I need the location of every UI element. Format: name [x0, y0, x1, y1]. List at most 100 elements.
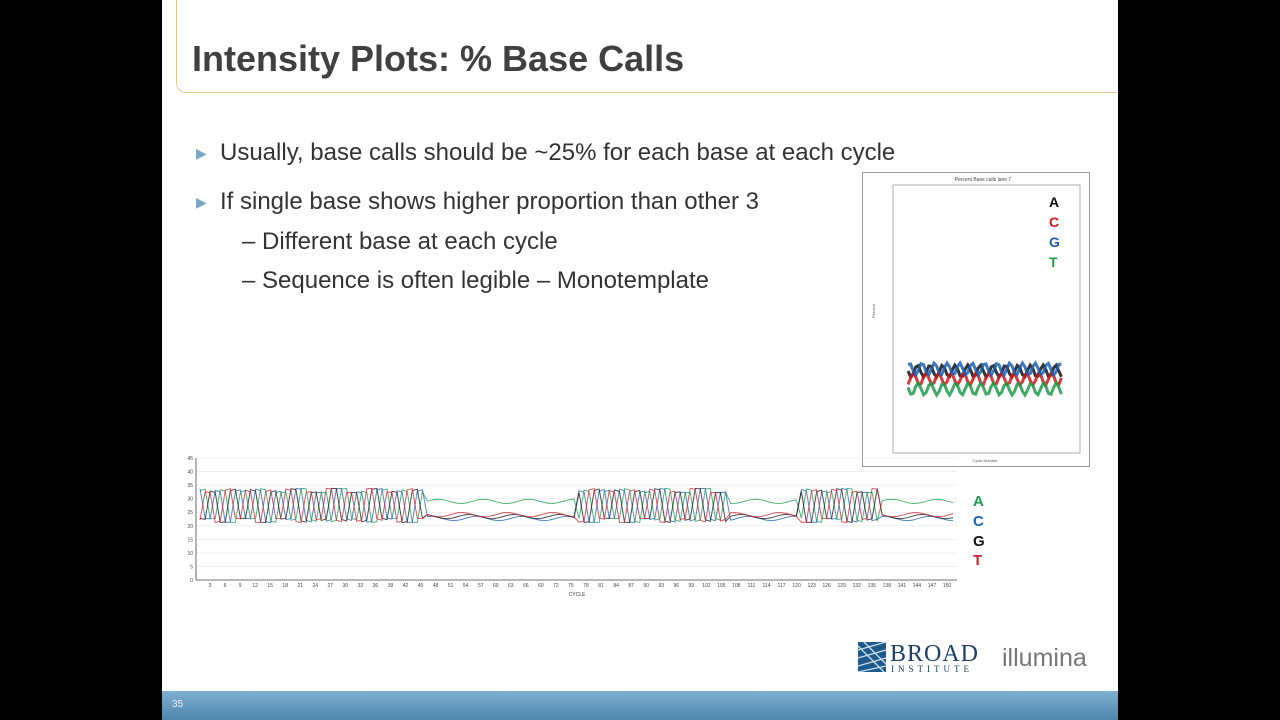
y-axis-ticks: 0 5 10 15 20 25 30 35 40 45: [187, 456, 193, 584]
x-tick-label: 105: [717, 583, 726, 589]
x-tick-label: 114: [763, 583, 771, 589]
x-tick-label: 18: [282, 583, 288, 589]
bullet-1-text: Usually, base calls should be ~25% for e…: [220, 139, 896, 166]
x-tick-label: 3: [209, 583, 212, 589]
y-tick-label: 45: [187, 456, 193, 462]
x-tick-label: 54: [463, 583, 469, 589]
x-tick-label: 66: [523, 583, 529, 589]
inset-plot-frame: [892, 184, 1081, 454]
broad-logo-subtext: INSTITUTE: [891, 664, 973, 674]
y-tick-label: 10: [187, 551, 193, 557]
x-tick-label: 126: [823, 583, 832, 589]
x-tick-label: 96: [673, 583, 679, 589]
x-tick-label: 30: [343, 583, 349, 589]
x-tick-label: 33: [358, 583, 364, 589]
x-tick-label: 123: [807, 583, 816, 589]
x-tick-label: 63: [508, 583, 514, 589]
series-line-t: [199, 487, 954, 524]
bottom-bar: 35: [162, 691, 1118, 720]
x-tick-label: 15: [267, 583, 273, 589]
chart-grid: [196, 457, 957, 581]
inset-series-line-c: [906, 370, 1063, 388]
inset-chart-svg: Percent Base calls lane 7 Percent Cycle …: [871, 177, 1081, 463]
x-tick-label: 21: [297, 583, 303, 589]
inset-chart: Percent Base calls lane 7 Percent Cycle …: [862, 172, 1090, 467]
inset-series-line-g: [907, 360, 1062, 378]
inset-legend-c: C: [1049, 214, 1059, 230]
x-tick-label: 102: [702, 583, 711, 589]
x-tick-label: 9: [239, 583, 242, 589]
chart-series: [199, 487, 954, 524]
x-tick-label: 87: [628, 583, 634, 589]
x-tick-label: 75: [568, 583, 574, 589]
bullet-arrow-icon: ▶: [196, 145, 207, 162]
x-tick-label: 42: [403, 583, 409, 589]
page-number: 35: [172, 699, 184, 710]
x-tick-label: 99: [689, 583, 695, 589]
x-tick-label: 132: [853, 583, 862, 589]
x-tick-label: 27: [328, 583, 334, 589]
x-tick-label: 135: [868, 583, 877, 589]
bullet-2: ▶ If single base shows higher proportion …: [196, 188, 759, 216]
inset-legend-a: A: [1049, 194, 1059, 210]
legend-g: G: [973, 533, 985, 550]
broad-logo-icon: [858, 642, 886, 672]
x-tick-label: 39: [388, 583, 394, 589]
x-tick-label: 90: [643, 583, 649, 589]
inset-legend-t: T: [1049, 254, 1058, 270]
legend-c: C: [973, 513, 984, 530]
bullet-arrow-icon: ▶: [196, 194, 207, 211]
x-axis-label: CYCLE: [569, 592, 586, 598]
x-tick-label: 93: [658, 583, 664, 589]
x-tick-label: 24: [313, 583, 319, 589]
sub-bullet-2: – Sequence is often legible – Monotempla…: [242, 267, 709, 294]
x-tick-label: 84: [613, 583, 619, 589]
x-tick-label: 144: [913, 583, 922, 589]
x-tick-label: 138: [883, 583, 892, 589]
slide: Intensity Plots: % Base Calls ▶ Usually, …: [162, 0, 1118, 720]
x-tick-label: 111: [748, 583, 756, 589]
y-tick-label: 35: [187, 483, 193, 489]
bullet-2-text: If single base shows higher proportion t…: [220, 188, 760, 215]
sub-bullet-1: – Different base at each cycle: [242, 228, 558, 255]
x-tick-label: 78: [583, 583, 589, 589]
legend-t: T: [973, 552, 983, 569]
inset-title: Percent Base calls lane 7: [955, 177, 1012, 183]
x-axis-ticks: 3 6 9 12 15 18 21 24 27 30 33 36 39 42 45 48 51 54 57 60 63 6…: [209, 583, 952, 589]
series-line-g: [199, 487, 954, 524]
legend-a: A: [973, 493, 984, 510]
x-tick-label: 117: [778, 583, 786, 589]
illumina-logo: illumina: [1002, 644, 1087, 672]
x-tick-label: 147: [928, 583, 937, 589]
y-tick-label: 5: [190, 564, 193, 570]
x-tick-label: 129: [838, 583, 847, 589]
x-tick-label: 51: [448, 583, 454, 589]
y-tick-label: 30: [187, 497, 193, 503]
inset-series: [906, 360, 1063, 398]
x-tick-label: 108: [732, 583, 741, 589]
inset-ylabel: Percent: [871, 303, 876, 318]
x-tick-label: 12: [252, 583, 258, 589]
x-tick-label: 60: [493, 583, 499, 589]
x-tick-label: 81: [598, 583, 604, 589]
inset-xlabel: Cycle Number: [972, 458, 998, 463]
x-tick-label: 45: [418, 583, 424, 589]
x-tick-label: 6: [224, 583, 227, 589]
x-tick-label: 48: [433, 583, 439, 589]
x-tick-label: 150: [943, 583, 952, 589]
bullet-1: ▶ Usually, base calls should be ~25% for …: [196, 139, 895, 167]
y-tick-label: 25: [187, 510, 193, 516]
x-tick-label: 120: [792, 583, 801, 589]
y-tick-label: 40: [187, 470, 193, 476]
slide-title: Intensity Plots: % Base Calls: [192, 38, 685, 79]
inset-legend-g: G: [1049, 234, 1060, 250]
x-tick-label: 141: [898, 583, 907, 589]
y-tick-label: 15: [187, 537, 193, 543]
broad-logo-text: BROAD: [890, 641, 980, 667]
y-tick-label: 0: [190, 578, 193, 584]
x-tick-label: 57: [478, 583, 484, 589]
x-tick-label: 36: [373, 583, 379, 589]
y-tick-label: 20: [187, 524, 193, 530]
x-tick-label: 72: [553, 583, 559, 589]
